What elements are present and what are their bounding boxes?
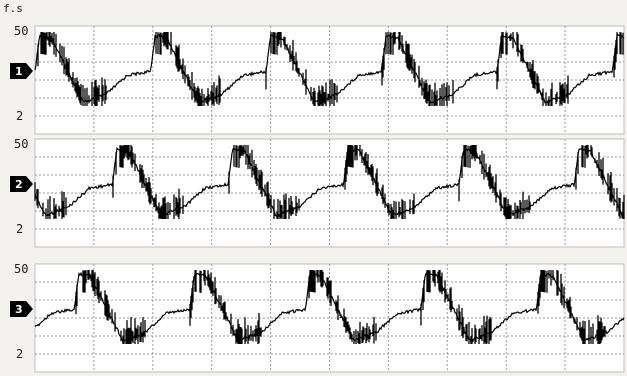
channel-number: 1 — [15, 65, 23, 78]
channel-panels: 50 2 1 50 2 2 50 2 3 — [10, 24, 625, 373]
y-tick-label: 2 — [16, 347, 23, 361]
waveform-line — [34, 271, 625, 344]
waveform-trace — [34, 145, 625, 219]
waveform-bars — [37, 32, 624, 106]
channel-marker-shape — [10, 301, 33, 317]
channel-number: 2 — [15, 178, 23, 191]
waveform-line — [34, 32, 625, 104]
y-tick-label: 50 — [14, 262, 28, 276]
channel-marker: 1 — [10, 63, 33, 79]
channel-3-panel: 50 2 3 — [10, 262, 625, 373]
channel-2-panel: 50 2 2 — [10, 137, 625, 248]
channel-marker-shape — [10, 176, 33, 192]
waveform-trace — [34, 32, 625, 106]
y-tick-label: 50 — [14, 24, 28, 38]
waveform-line — [34, 145, 625, 218]
y-tick-label: 2 — [16, 109, 23, 123]
channel-marker-shape — [10, 63, 33, 79]
unit-label: f.s — [3, 2, 23, 15]
y-tick-label: 2 — [16, 222, 23, 236]
channel-number: 3 — [15, 303, 23, 316]
channel-1-panel: 50 2 1 — [10, 24, 625, 135]
waveform-trace — [34, 270, 625, 344]
y-tick-label: 50 — [14, 137, 28, 151]
grid — [35, 26, 624, 134]
channel-marker: 2 — [10, 176, 33, 192]
grid — [35, 139, 624, 247]
channel-marker: 3 — [10, 301, 33, 317]
